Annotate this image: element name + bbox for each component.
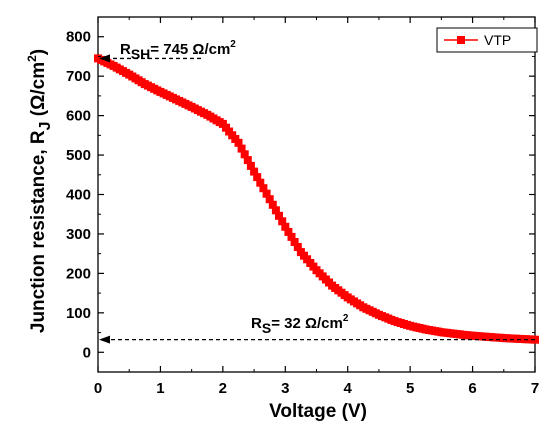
data-point <box>246 161 255 170</box>
series-resistance-arrowhead <box>99 335 110 344</box>
y-tick-label: 300 <box>66 226 91 243</box>
data-point <box>234 138 243 147</box>
data-point <box>290 238 299 246</box>
data-point <box>240 150 249 159</box>
series-line <box>97 57 536 341</box>
data-point <box>265 195 274 204</box>
data-point <box>243 156 252 165</box>
series-resistance-label: RS= 32 Ω/cm2 <box>251 313 349 336</box>
data-point <box>259 184 268 193</box>
legend: VTP <box>436 27 538 53</box>
y-tick-label: 400 <box>66 187 91 204</box>
y-axis: 0 100 200 300 400 500 600 700 800 <box>66 29 535 361</box>
x-tick-label: 0 <box>94 380 102 397</box>
y-tick-label: 700 <box>66 68 91 85</box>
x-tick-label: 6 <box>468 380 476 397</box>
data-point <box>253 173 262 182</box>
x-tick-label: 1 <box>156 380 164 397</box>
legend-marker <box>457 36 465 44</box>
x-tick-label: 3 <box>281 380 289 397</box>
annotations: RSH= 745 Ω/cm2 RS= 32 Ω/cm2 <box>99 39 535 344</box>
x-tick-label: 4 <box>344 380 353 397</box>
shunt-resistance-arrowhead <box>99 54 110 63</box>
data-point <box>256 178 265 187</box>
y-axis-title: Junction resistance, RJ (Ω/cm2) <box>25 49 54 333</box>
y-tick-label: 600 <box>66 108 91 125</box>
data-point <box>293 243 302 251</box>
data-point <box>262 189 271 198</box>
x-tick-label: 2 <box>219 380 227 397</box>
x-axis: 0 1 2 3 4 5 6 7 <box>94 17 539 397</box>
data-point <box>284 227 293 236</box>
x-tick-label: 7 <box>531 380 539 397</box>
data-point <box>271 206 280 215</box>
x-axis-title: Voltage (V) <box>269 401 367 422</box>
series-layer <box>94 54 539 344</box>
data-point <box>281 222 290 231</box>
data-point <box>278 217 287 226</box>
data-point <box>250 167 259 176</box>
y-tick-label: 800 <box>66 29 91 46</box>
x-tick-label: 5 <box>406 380 414 397</box>
y-tick-label: 200 <box>66 265 91 282</box>
y-tick-label: 500 <box>66 147 91 164</box>
data-point <box>268 200 277 209</box>
data-point <box>275 211 283 220</box>
legend-label: VTP <box>484 32 511 48</box>
y-tick-label: 100 <box>66 305 91 322</box>
y-tick-label: 0 <box>83 344 91 361</box>
data-point <box>287 232 296 241</box>
shunt-resistance-label: RSH= 745 Ω/cm2 <box>120 39 236 62</box>
data-point <box>237 144 246 153</box>
